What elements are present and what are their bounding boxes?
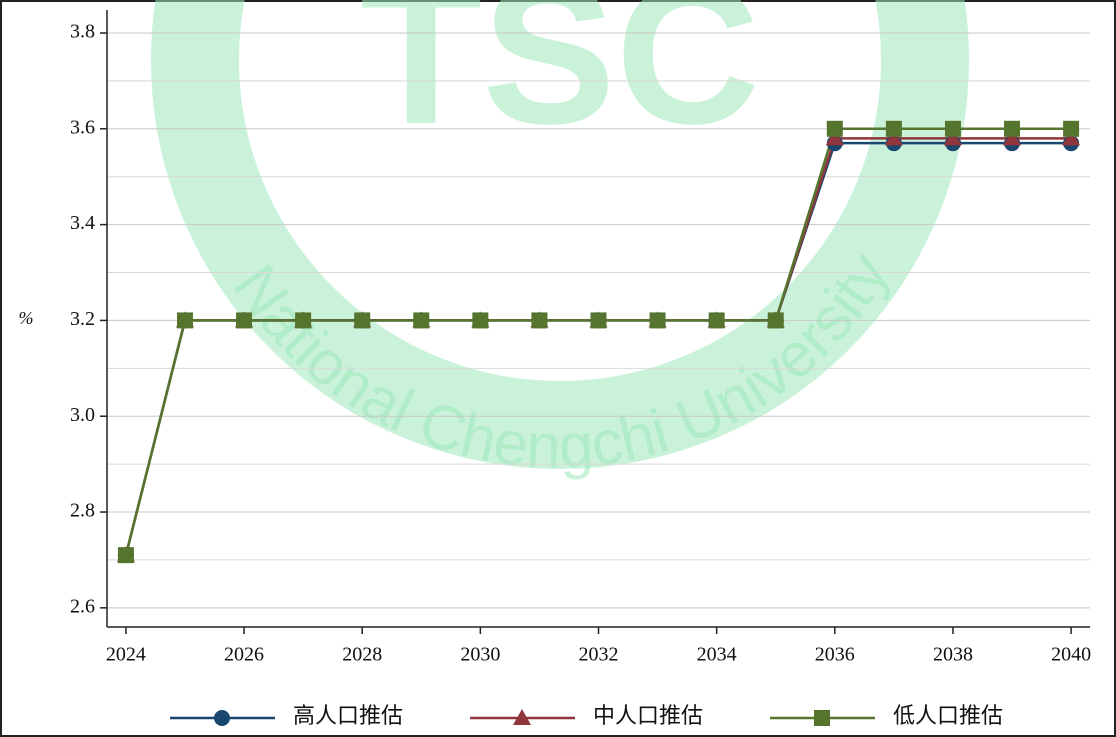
x-tick-label: 2040: [1051, 644, 1091, 666]
data-point: [885, 120, 902, 137]
legend-marker: [814, 710, 830, 726]
data-point: [884, 129, 903, 146]
x-tick-label: 2034: [697, 644, 737, 666]
data-point: [472, 312, 489, 329]
data-point: [176, 312, 193, 329]
data-point: [944, 120, 961, 137]
y-tick-label: 3.0: [70, 404, 95, 426]
data-point: [590, 312, 607, 329]
x-tick-label: 2026: [224, 644, 264, 666]
y-tick-label: 3.8: [70, 21, 95, 43]
x-tick-label: 2030: [460, 644, 500, 666]
legend-label: 低人口推估: [893, 703, 1003, 728]
data-point: [767, 312, 784, 329]
x-tick-label: 2036: [815, 644, 855, 666]
x-tick-label: 2028: [342, 644, 382, 666]
y-tick-label: 2.8: [70, 500, 95, 522]
data-point: [825, 129, 844, 146]
data-point: [708, 312, 725, 329]
legend-label: 中人口推估: [593, 703, 703, 728]
data-point: [295, 312, 312, 329]
legend-marker: [513, 709, 531, 725]
legend-label: 高人口推估: [293, 703, 403, 728]
data-point: [117, 547, 134, 564]
data-point: [531, 312, 548, 329]
x-tick-label: 2032: [579, 644, 619, 666]
data-point: [943, 129, 962, 146]
watermark-ring: [151, 0, 969, 469]
data-point: [1063, 120, 1080, 137]
x-tick-label: 2024: [106, 644, 146, 666]
data-point: [236, 312, 253, 329]
legend-marker: [214, 710, 230, 726]
watermark-logo: TSC: [360, 0, 760, 166]
data-point: [354, 312, 371, 329]
data-point: [649, 312, 666, 329]
y-tick-label: 3.4: [70, 212, 95, 234]
data-point: [1004, 120, 1021, 137]
data-point: [1062, 129, 1081, 146]
y-tick-label: 3.6: [70, 116, 95, 138]
data-point: [413, 312, 430, 329]
y-tick-label: 2.6: [70, 595, 95, 617]
data-point: [826, 120, 843, 137]
y-tick-label: 3.2: [70, 308, 95, 330]
data-point: [1003, 129, 1022, 146]
x-tick-label: 2038: [933, 644, 973, 666]
y-axis-label: %: [19, 308, 34, 328]
